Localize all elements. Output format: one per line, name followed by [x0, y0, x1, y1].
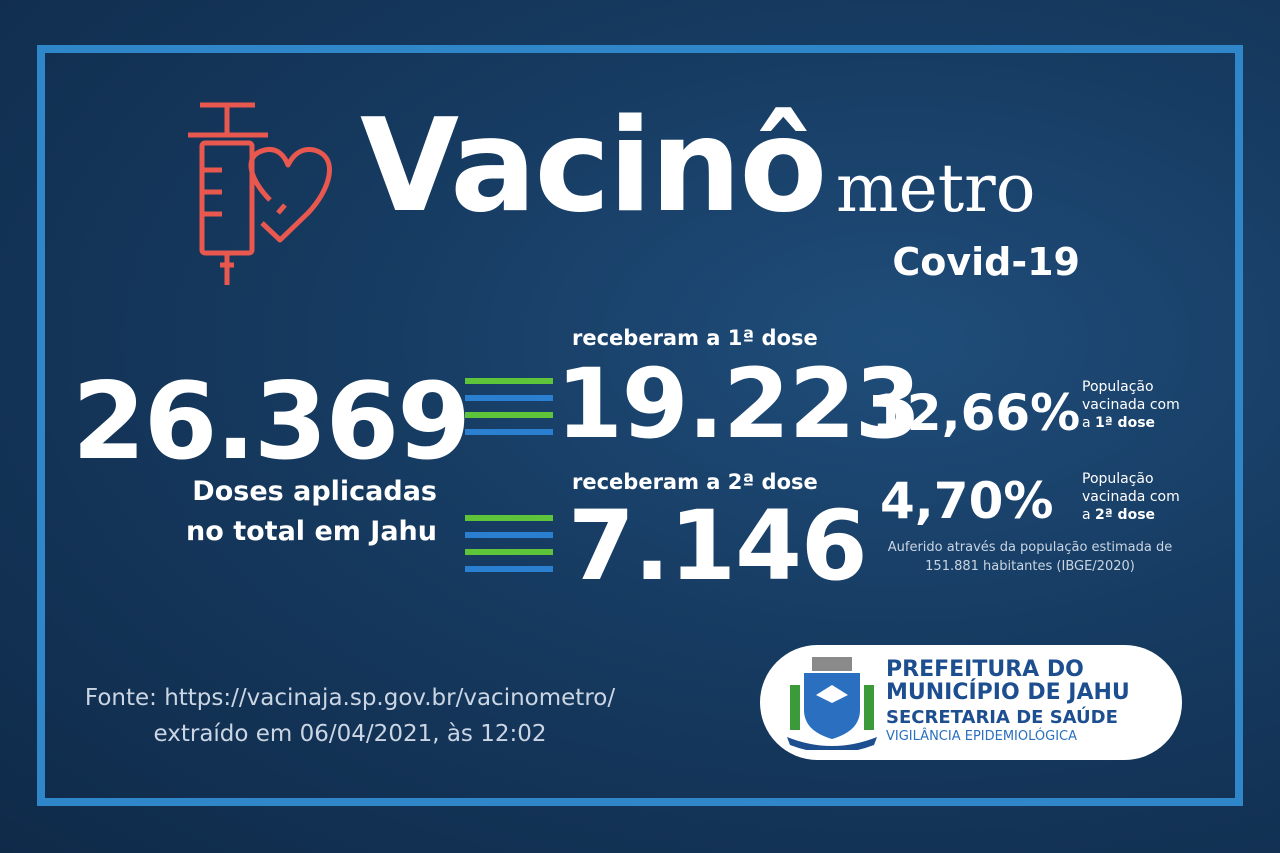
source-line: Fonte: https://vacinaja.sp.gov.br/vacino…: [84, 685, 616, 711]
dose-percent: 12,66%: [872, 384, 1081, 442]
logo-line: SECRETARIA DE SAÚDE: [886, 707, 1118, 728]
note-bold: 1ª dose: [1095, 415, 1156, 431]
note-line: População: [1082, 471, 1154, 487]
logo-line: VIGILÂNCIA EPIDEMIOLÓGICA: [886, 729, 1078, 744]
note-line: vacinada com: [1082, 489, 1180, 505]
title-bold: Vacinô: [360, 92, 827, 241]
total-value: 26.369: [72, 360, 471, 483]
footnote-line: 151.881 habitantes (IBGE/2020): [925, 559, 1135, 574]
note-line: a 1ª dose: [1082, 414, 1180, 432]
logo-badge: PREFEITURA DO MUNICÍPIO DE JAHU SECRETAR…: [760, 645, 1182, 760]
stripes-icon: [465, 378, 553, 435]
note-line: População: [1082, 379, 1154, 395]
note-line: a 2ª dose: [1082, 506, 1180, 524]
stripes-icon: [465, 515, 553, 572]
frame: [37, 45, 1243, 806]
logo-line: PREFEITURA DO: [886, 657, 1084, 682]
dose-value: 19.223: [556, 348, 921, 460]
title-light: metro: [836, 150, 1036, 227]
note-prefix: a: [1082, 507, 1091, 523]
dose-value: 7.146: [568, 490, 868, 602]
subtitle: Covid-19: [892, 240, 1080, 284]
source: Fonte: https://vacinaja.sp.gov.br/vacino…: [50, 680, 650, 752]
dose-caption: receberam a 2ª dose: [572, 470, 818, 494]
dose-caption: receberam a 1ª dose: [572, 326, 818, 350]
syringe-heart-icon: [188, 102, 332, 285]
coat-of-arms: [787, 657, 877, 750]
dose-percent: 4,70%: [880, 472, 1054, 530]
total-label: no total em Jahu: [186, 516, 437, 547]
dose-note: População vacinada com a 2ª dose: [1082, 470, 1180, 524]
note-line: vacinada com: [1082, 397, 1180, 413]
source-line: extraído em 06/04/2021, às 12:02: [153, 721, 547, 747]
footnote-line: Auferido através da população estimada d…: [887, 540, 1173, 555]
note-prefix: a: [1082, 415, 1091, 431]
logo-line: MUNICÍPIO DE JAHU: [886, 680, 1130, 705]
total-label: Doses aplicadas: [192, 476, 437, 507]
footnote: Auferido através da população estimada d…: [880, 538, 1180, 576]
dose-note: População vacinada com a 1ª dose: [1082, 378, 1180, 432]
note-bold: 2ª dose: [1095, 507, 1156, 523]
